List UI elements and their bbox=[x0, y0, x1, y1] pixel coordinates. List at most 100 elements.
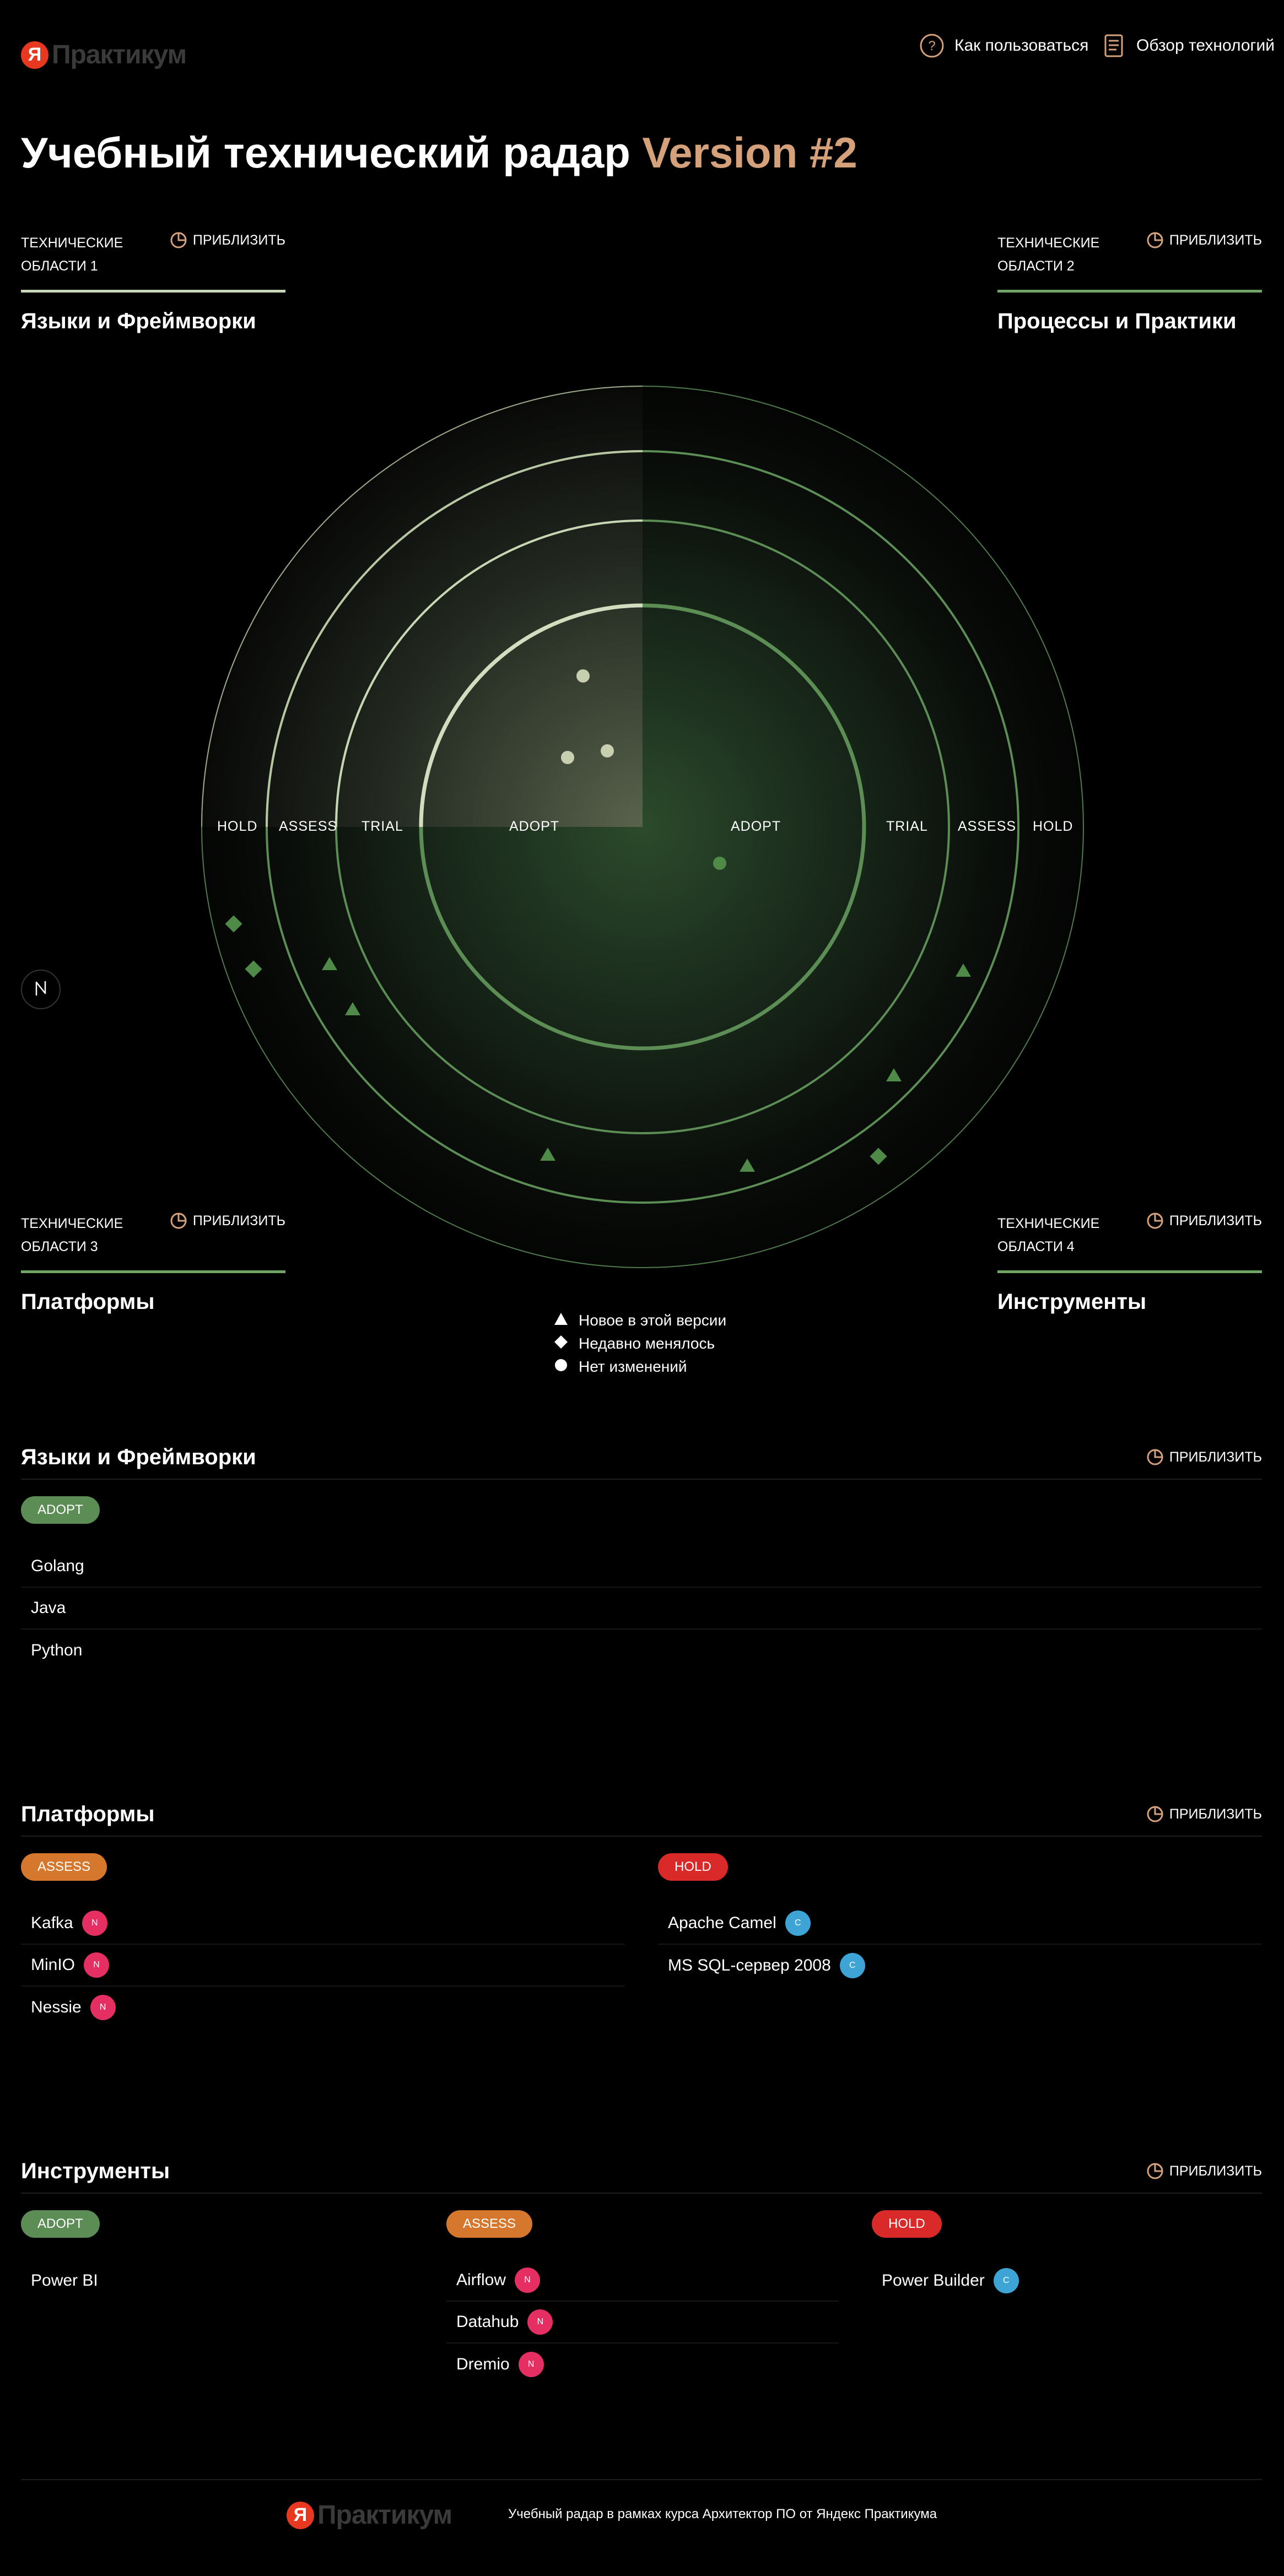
zoom-label: ПРИБЛИЗИТЬ bbox=[1169, 232, 1262, 248]
blip-triangle[interactable] bbox=[886, 1068, 902, 1081]
list-item[interactable]: Java bbox=[21, 1588, 1262, 1630]
zoom-button[interactable]: ПРИБЛИЗИТЬ bbox=[170, 231, 285, 249]
item-list: Power BI bbox=[21, 2260, 413, 2302]
zoom-button[interactable]: ПРИБЛИЗИТЬ bbox=[1146, 1805, 1262, 1823]
item-name: Power Builder bbox=[882, 2271, 985, 2290]
blip-circle[interactable] bbox=[601, 744, 614, 757]
radar-quadrant-1-highlight[interactable] bbox=[202, 386, 643, 827]
radar-chart bbox=[201, 386, 1084, 1268]
ring-group: HOLD Power Builder C bbox=[872, 2210, 1262, 2302]
compass-button[interactable] bbox=[21, 970, 61, 1009]
quadrant-header-3: ТЕХНИЧЕСКИЕ ОБЛАСТИ 3 ПРИБЛИЗИТЬ Платфор… bbox=[21, 1212, 285, 1314]
changed-badge: C bbox=[993, 2268, 1019, 2293]
circle-icon bbox=[553, 1357, 569, 1377]
legend-label: Недавно менялось bbox=[579, 1335, 715, 1352]
logo-badge: Я bbox=[21, 41, 48, 69]
new-badge: N bbox=[518, 2352, 544, 2377]
blip-triangle[interactable] bbox=[740, 1159, 755, 1172]
quadrant-name[interactable]: Платформы bbox=[21, 1290, 155, 1314]
blip-triangle[interactable] bbox=[345, 1002, 360, 1015]
item-name: Python bbox=[31, 1641, 83, 1659]
zoom-button[interactable]: ПРИБЛИЗИТЬ bbox=[1146, 231, 1262, 249]
quadrant-name[interactable]: Процессы и Практики bbox=[997, 309, 1237, 333]
ring-pill-hold: HOLD bbox=[872, 2210, 942, 2238]
ring-assess-q1 bbox=[266, 450, 643, 827]
quadrant-label: ТЕХНИЧЕСКИЕ ОБЛАСТИ 1 bbox=[21, 235, 123, 274]
blip-circle[interactable] bbox=[576, 669, 590, 683]
quadrant-header-2: ТЕХНИЧЕСКИЕ ОБЛАСТИ 2 ПРИБЛИЗИТЬ Процесс… bbox=[997, 231, 1262, 334]
legend-label: Новое в этой версии bbox=[579, 1312, 727, 1329]
ring-group: ASSESS Kafka N MinIO N Nessie N bbox=[21, 1853, 625, 2028]
ring-group: ADOPT Power BI bbox=[21, 2210, 413, 2302]
new-badge: N bbox=[84, 1952, 110, 1978]
list-item[interactable]: MS SQL-сервер 2008 C bbox=[658, 1945, 1262, 1987]
legend-item-new: Новое в этой версии bbox=[553, 1311, 726, 1330]
list-item[interactable]: Kafka N bbox=[21, 1903, 625, 1945]
blip-circle[interactable] bbox=[713, 857, 726, 870]
nav-how-to-use[interactable]: ? Как пользоваться bbox=[919, 33, 1088, 58]
list-item[interactable]: MinIO N bbox=[21, 1945, 625, 1987]
zoom-button[interactable]: ПРИБЛИЗИТЬ bbox=[1146, 1448, 1262, 1466]
new-badge: N bbox=[82, 1911, 107, 1936]
list-item[interactable]: Datahub N bbox=[446, 2302, 839, 2344]
item-name: Airflow bbox=[456, 2271, 506, 2289]
ring-group: ADOPT Golang Java Python bbox=[21, 1496, 1262, 1671]
triangle-icon bbox=[553, 1312, 569, 1330]
footer-logo[interactable]: Я Практикум bbox=[287, 2500, 452, 2530]
section-languages: Языки и Фреймворки ПРИБЛИЗИТЬ ADOPT Gola… bbox=[21, 1436, 1262, 1659]
ring-label-trial: TRIAL bbox=[362, 819, 403, 834]
footer: Я Практикум Учебный радар в рамках курса… bbox=[21, 2479, 1262, 2530]
zoom-button[interactable]: ПРИБЛИЗИТЬ bbox=[1146, 2162, 1262, 2180]
item-name: Nessie bbox=[31, 1998, 82, 2016]
zoom-label: ПРИБЛИЗИТЬ bbox=[1169, 2163, 1262, 2179]
ring-label-adopt: ADOPT bbox=[509, 819, 560, 834]
list-item[interactable]: Nessie N bbox=[21, 1987, 625, 2028]
legend: Новое в этой версии Недавно менялось Нет… bbox=[553, 1311, 726, 1376]
page-title-version: Version #2 bbox=[642, 128, 857, 177]
section-tools: Инструменты ПРИБЛИЗИТЬ ADOPT Power BI AS… bbox=[21, 2150, 1262, 2377]
zoom-button[interactable]: ПРИБЛИЗИТЬ bbox=[1146, 1212, 1262, 1230]
item-name: Apache Camel bbox=[668, 1914, 776, 1932]
ring-adopt-q1 bbox=[419, 603, 643, 827]
blip-triangle[interactable] bbox=[956, 964, 971, 977]
list-item[interactable]: Python bbox=[21, 1630, 1262, 1671]
nav-tech-overview[interactable]: Обзор технологий bbox=[1101, 33, 1275, 58]
zoom-icon bbox=[170, 231, 187, 249]
item-list: Power Builder C bbox=[872, 2260, 1262, 2302]
logo[interactable]: Я Практикум bbox=[21, 40, 187, 70]
item-list: Golang Java Python bbox=[21, 1546, 1262, 1671]
quadrant-name[interactable]: Языки и Фреймворки bbox=[21, 309, 256, 333]
blip-triangle[interactable] bbox=[540, 1148, 555, 1161]
item-list: Apache Camel C MS SQL-сервер 2008 C bbox=[658, 1903, 1262, 1987]
list-item[interactable]: Dremio N bbox=[446, 2344, 839, 2385]
blip-triangle[interactable] bbox=[322, 957, 337, 970]
nav-tech-overview-label: Обзор технологий bbox=[1136, 36, 1275, 55]
logo-text: Практикум bbox=[52, 40, 187, 69]
zoom-button[interactable]: ПРИБЛИЗИТЬ bbox=[170, 1212, 285, 1230]
section-title: Языки и Фреймворки bbox=[21, 1444, 256, 1469]
item-list: Kafka N MinIO N Nessie N bbox=[21, 1903, 625, 2028]
list-item[interactable]: Apache Camel C bbox=[658, 1903, 1262, 1945]
item-name: Dremio bbox=[456, 2355, 510, 2373]
diamond-icon bbox=[553, 1334, 569, 1354]
legend-item-changed: Недавно менялось bbox=[553, 1334, 726, 1353]
ring-label-hold: HOLD bbox=[217, 819, 258, 834]
list-item[interactable]: Airflow N bbox=[446, 2260, 839, 2302]
quadrant-name[interactable]: Инструменты bbox=[997, 1290, 1147, 1314]
zoom-icon bbox=[1146, 231, 1164, 249]
logo-badge: Я bbox=[287, 2501, 314, 2529]
list-item[interactable]: Golang bbox=[21, 1546, 1262, 1588]
list-item[interactable]: Power BI bbox=[21, 2260, 413, 2302]
blip-circle[interactable] bbox=[561, 751, 574, 764]
blip-diamond[interactable] bbox=[870, 1148, 887, 1165]
zoom-label: ПРИБЛИЗИТЬ bbox=[192, 1213, 285, 1229]
zoom-label: ПРИБЛИЗИТЬ bbox=[1169, 1213, 1262, 1229]
new-badge: N bbox=[527, 2309, 553, 2335]
quadrant-header-1: ТЕХНИЧЕСКИЕ ОБЛАСТИ 1 ПРИБЛИЗИТЬ Языки и… bbox=[21, 231, 285, 334]
ring-pill-hold: HOLD bbox=[658, 1853, 728, 1881]
zoom-label: ПРИБЛИЗИТЬ bbox=[192, 232, 285, 248]
list-item[interactable]: Power Builder C bbox=[872, 2260, 1262, 2302]
svg-text:?: ? bbox=[928, 39, 935, 53]
item-name: Java bbox=[31, 1599, 66, 1617]
item-list: Airflow N Datahub N Dremio N bbox=[446, 2260, 839, 2385]
